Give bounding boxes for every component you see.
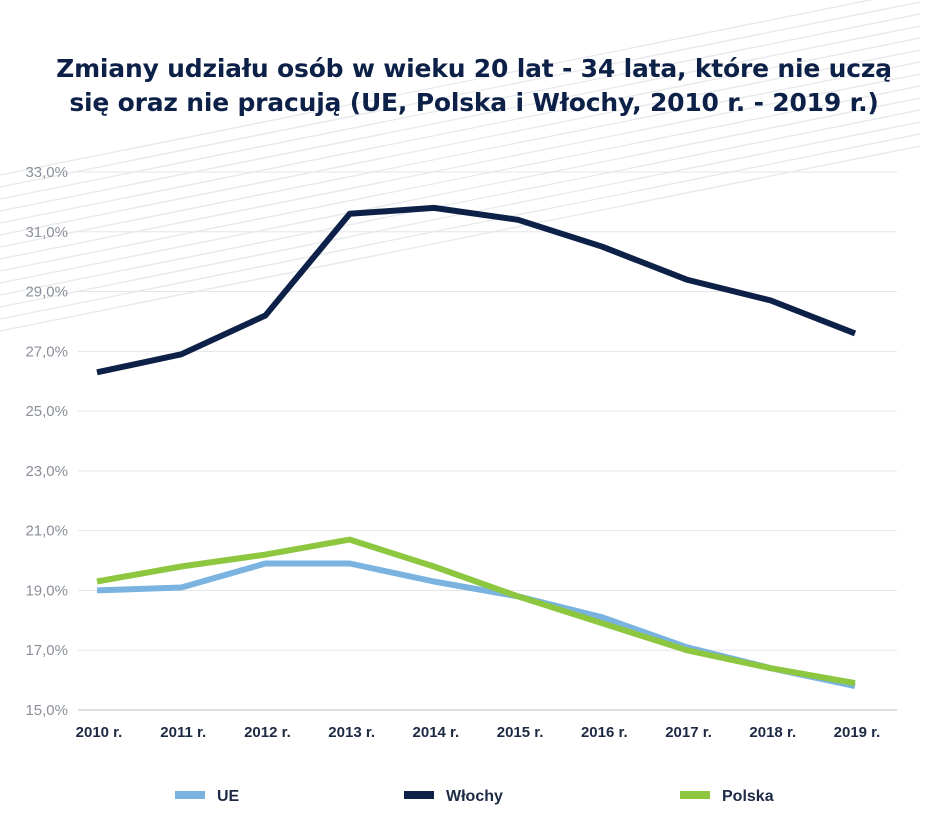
y-axis-ticks: 15,0% 17,0% 19,0% 21,0% 23,0% 25,0% 27,0% 29,0%…	[25, 164, 68, 719]
y-tick-label: 21,0%	[25, 523, 68, 540]
x-tick-label: 2018 r.	[749, 724, 796, 741]
legend-label: UE	[217, 788, 240, 805]
hatch-line	[0, 1, 921, 188]
hatch-line	[0, 97, 921, 284]
hatch-line	[0, 61, 921, 248]
y-tick-label: 25,0%	[25, 403, 68, 420]
x-tick-label: 2013 r.	[328, 724, 375, 741]
legend-swatch	[680, 791, 710, 799]
x-tick-label: 2010 r.	[76, 724, 123, 741]
y-tick-label: 17,0%	[25, 642, 68, 659]
x-tick-label: 2019 r.	[834, 724, 881, 741]
gridlines	[78, 171, 897, 711]
series-line-włochy	[96, 204, 857, 376]
hatch-line	[0, 109, 921, 296]
y-tick-label: 33,0%	[25, 164, 68, 181]
legend-label: Polska	[722, 788, 774, 805]
hatch-line	[0, 0, 874, 176]
legend-swatch	[175, 791, 205, 799]
hatch-line	[0, 73, 921, 260]
x-tick-label: 2011 r.	[160, 724, 206, 741]
series-line-polska	[96, 536, 856, 687]
x-tick-label: 2016 r.	[581, 724, 628, 741]
legend: UE Włochy Polska	[175, 788, 774, 805]
chart-title-line-2: się oraz nie pracują (UE, Polska i Włoch…	[69, 88, 879, 117]
hatch-line	[0, 133, 921, 320]
y-tick-label: 31,0%	[25, 224, 68, 241]
y-tick-label: 15,0%	[25, 702, 68, 719]
y-tick-label: 27,0%	[25, 343, 68, 360]
chart-title-line-1: Zmiany udziału osób w wieku 20 lat - 34 …	[56, 54, 892, 83]
legend-swatch	[404, 791, 434, 799]
hatch-line	[0, 145, 921, 332]
x-tick-label: 2015 r.	[497, 724, 544, 741]
hatch-line	[0, 25, 921, 212]
series-lines	[96, 204, 857, 690]
x-tick-label: 2012 r.	[244, 724, 291, 741]
chart-title: Zmiany udziału osób w wieku 20 lat - 34 …	[0, 52, 948, 120]
hatch-line	[0, 49, 921, 236]
y-tick-label: 19,0%	[25, 582, 68, 599]
x-tick-label: 2014 r.	[413, 724, 460, 741]
hatch-line	[0, 37, 921, 224]
hatch-line	[0, 13, 921, 200]
legend-label: Włochy	[446, 788, 503, 805]
hatch-line	[0, 85, 921, 272]
y-tick-label: 29,0%	[25, 284, 68, 301]
x-tick-label: 2017 r.	[665, 724, 712, 741]
x-axis-ticks: 2010 r. 2011 r. 2012 r. 2013 r. 2014 r. 2015 …	[76, 724, 881, 741]
y-tick-label: 23,0%	[25, 463, 68, 480]
